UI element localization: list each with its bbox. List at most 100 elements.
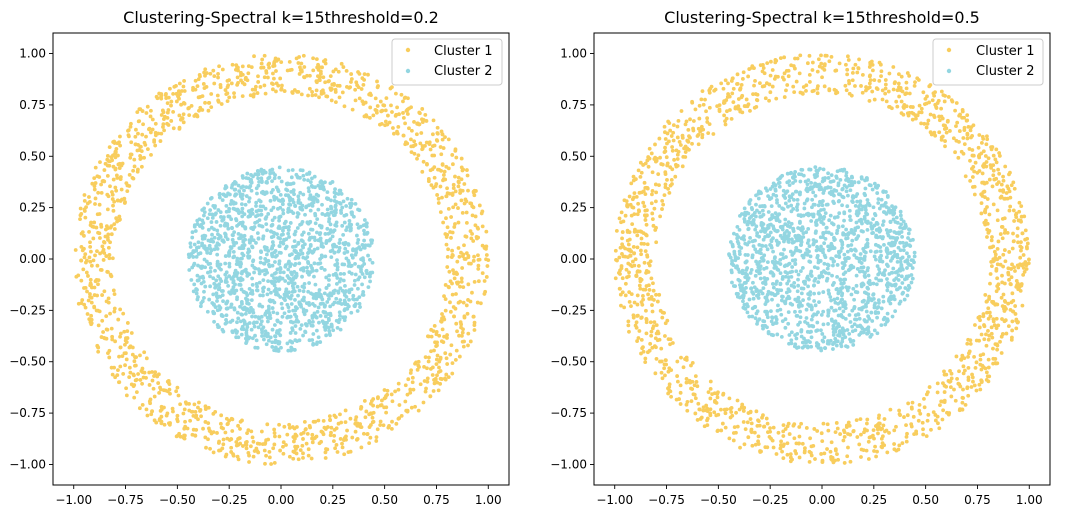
cluster-1-point <box>335 450 340 454</box>
cluster-1-point <box>707 122 712 127</box>
cluster-2-point <box>898 213 903 218</box>
cluster-2-point <box>800 303 804 308</box>
cluster-2-point <box>316 207 321 212</box>
cluster-1-point <box>136 372 141 376</box>
cluster-2-point <box>842 252 847 257</box>
cluster-2-point <box>220 293 225 298</box>
cluster-2-point <box>310 323 315 328</box>
cluster-1-point <box>904 423 908 427</box>
cluster-1-point <box>996 323 1001 328</box>
cluster-1-point <box>182 407 187 412</box>
cluster-2-point <box>262 261 267 266</box>
cluster-1-point <box>960 400 965 405</box>
cluster-2-point <box>193 229 198 233</box>
cluster-1-point <box>360 76 365 81</box>
cluster-1-point <box>897 72 901 77</box>
cluster-1-point <box>101 258 106 262</box>
cluster-1-point <box>804 88 808 93</box>
cluster-2-point <box>245 171 250 176</box>
cluster-2-point <box>232 230 237 235</box>
cluster-1-point <box>961 136 966 140</box>
cluster-1-point <box>378 419 383 424</box>
cluster-1-point <box>445 225 450 230</box>
cluster-2-point <box>281 208 285 213</box>
cluster-1-point <box>1010 328 1015 333</box>
cluster-1-point <box>859 455 863 459</box>
cluster-2-point <box>234 217 238 221</box>
cluster-1-point <box>178 402 183 407</box>
cluster-1-point <box>976 154 981 158</box>
cluster-1-point <box>206 421 211 426</box>
cluster-1-point <box>450 153 455 157</box>
cluster-1-point <box>414 132 419 137</box>
cluster-1-point <box>333 100 338 105</box>
cluster-1-point <box>615 258 619 263</box>
cluster-1-point <box>142 155 147 160</box>
cluster-2-point <box>298 222 302 227</box>
cluster-1-point <box>632 300 637 305</box>
cluster-1-point <box>707 105 712 110</box>
cluster-1-point <box>774 96 779 101</box>
cluster-1-point <box>411 387 416 392</box>
cluster-1-point <box>944 130 949 135</box>
cluster-1-point <box>788 459 793 464</box>
cluster-1-point <box>251 94 256 99</box>
cluster-2-point <box>293 338 298 343</box>
cluster-1-point <box>829 54 834 59</box>
cluster-1-point <box>230 62 235 67</box>
cluster-1-point <box>1015 234 1020 238</box>
cluster-1-point <box>661 202 666 207</box>
cluster-2-point <box>318 261 323 266</box>
cluster-1-point <box>313 93 318 97</box>
cluster-1-point <box>640 346 645 351</box>
cluster-1-point <box>994 316 999 321</box>
cluster-2-point <box>196 240 201 245</box>
cluster-1-point <box>793 56 797 61</box>
cluster-1-point <box>349 77 354 81</box>
cluster-1-point <box>877 421 881 426</box>
cluster-1-point <box>118 364 123 369</box>
cluster-1-point <box>914 431 919 436</box>
cluster-2-point <box>270 327 275 332</box>
cluster-1-point <box>441 220 446 225</box>
cluster-1-point <box>416 153 421 158</box>
cluster-1-point <box>815 429 820 433</box>
cluster-2-point <box>272 215 277 220</box>
cluster-1-point <box>885 450 890 455</box>
cluster-1-point <box>660 315 665 320</box>
cluster-1-point <box>665 177 669 182</box>
cluster-1-point <box>146 147 150 152</box>
cluster-2-point <box>253 172 258 177</box>
cluster-1-point <box>426 179 431 184</box>
cluster-2-point <box>270 240 275 244</box>
cluster-1-point <box>444 242 449 247</box>
cluster-1-point <box>451 182 456 187</box>
cluster-2-point <box>320 212 325 216</box>
cluster-1-point <box>774 452 779 456</box>
cluster-1-point <box>937 130 942 135</box>
cluster-2-point <box>270 251 274 256</box>
cluster-2-point <box>344 204 349 208</box>
cluster-1-point <box>434 138 439 142</box>
cluster-2-point <box>259 319 264 324</box>
cluster-1-point <box>211 430 216 435</box>
cluster-1-point <box>104 254 109 258</box>
cluster-2-point <box>242 188 246 193</box>
cluster-1-point <box>159 421 164 426</box>
cluster-2-point <box>789 203 794 208</box>
cluster-1-point <box>256 74 260 79</box>
cluster-1-point <box>891 65 896 69</box>
cluster-1-point <box>162 117 166 121</box>
cluster-2-point <box>315 340 320 345</box>
cluster-1-point <box>660 207 664 211</box>
cluster-2-point <box>261 204 265 209</box>
cluster-1-point <box>825 447 829 451</box>
cluster-1-point <box>359 87 364 91</box>
cluster-1-point <box>904 104 909 109</box>
cluster-1-point <box>999 182 1004 187</box>
cluster-1-point <box>124 357 129 362</box>
cluster-1-point <box>915 113 920 118</box>
cluster-1-point <box>1011 309 1016 314</box>
cluster-1-point <box>450 252 455 257</box>
cluster-1-point <box>126 128 130 133</box>
